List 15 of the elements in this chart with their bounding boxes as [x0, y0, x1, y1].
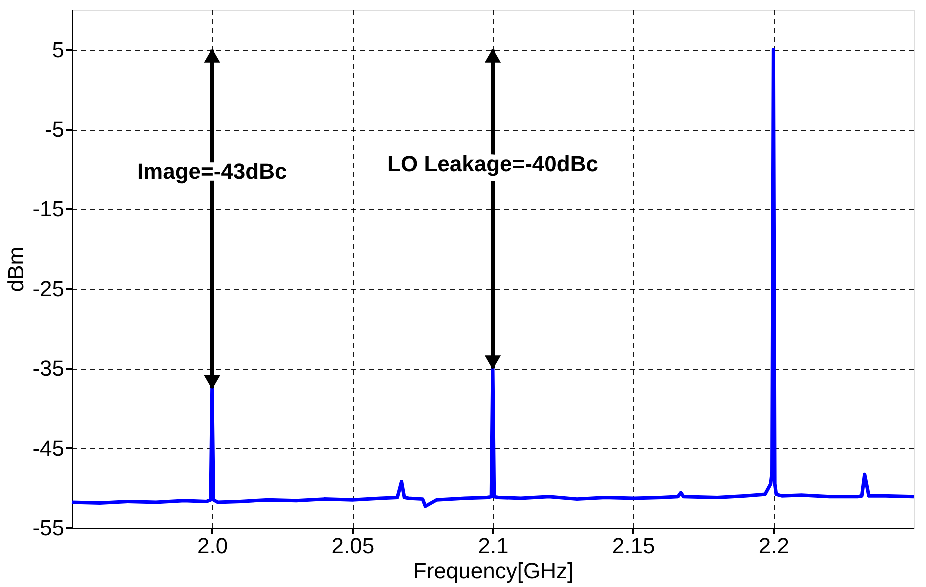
y-tick-label: -5: [44, 117, 64, 142]
y-tick-label: 5: [52, 37, 64, 62]
line-series: [70, 48, 916, 508]
y-tick-label: -25: [32, 276, 64, 302]
x-tick-label: 2.1: [478, 534, 509, 558]
y-tick-label: -15: [32, 196, 64, 222]
y-axis-title: dBm: [4, 246, 29, 292]
x-tick-label: 2.15: [612, 534, 656, 558]
y-tick-label: -35: [32, 356, 64, 382]
y-tick-label: -55: [32, 516, 64, 540]
x-tick-label: 2.05: [332, 534, 375, 558]
x-axis-title: Frequency[GHz]: [413, 558, 574, 584]
x-tick-label: 2.0: [198, 534, 228, 558]
y-tick-label: -45: [32, 436, 64, 461]
x-tick-label: 2.2: [758, 534, 790, 558]
